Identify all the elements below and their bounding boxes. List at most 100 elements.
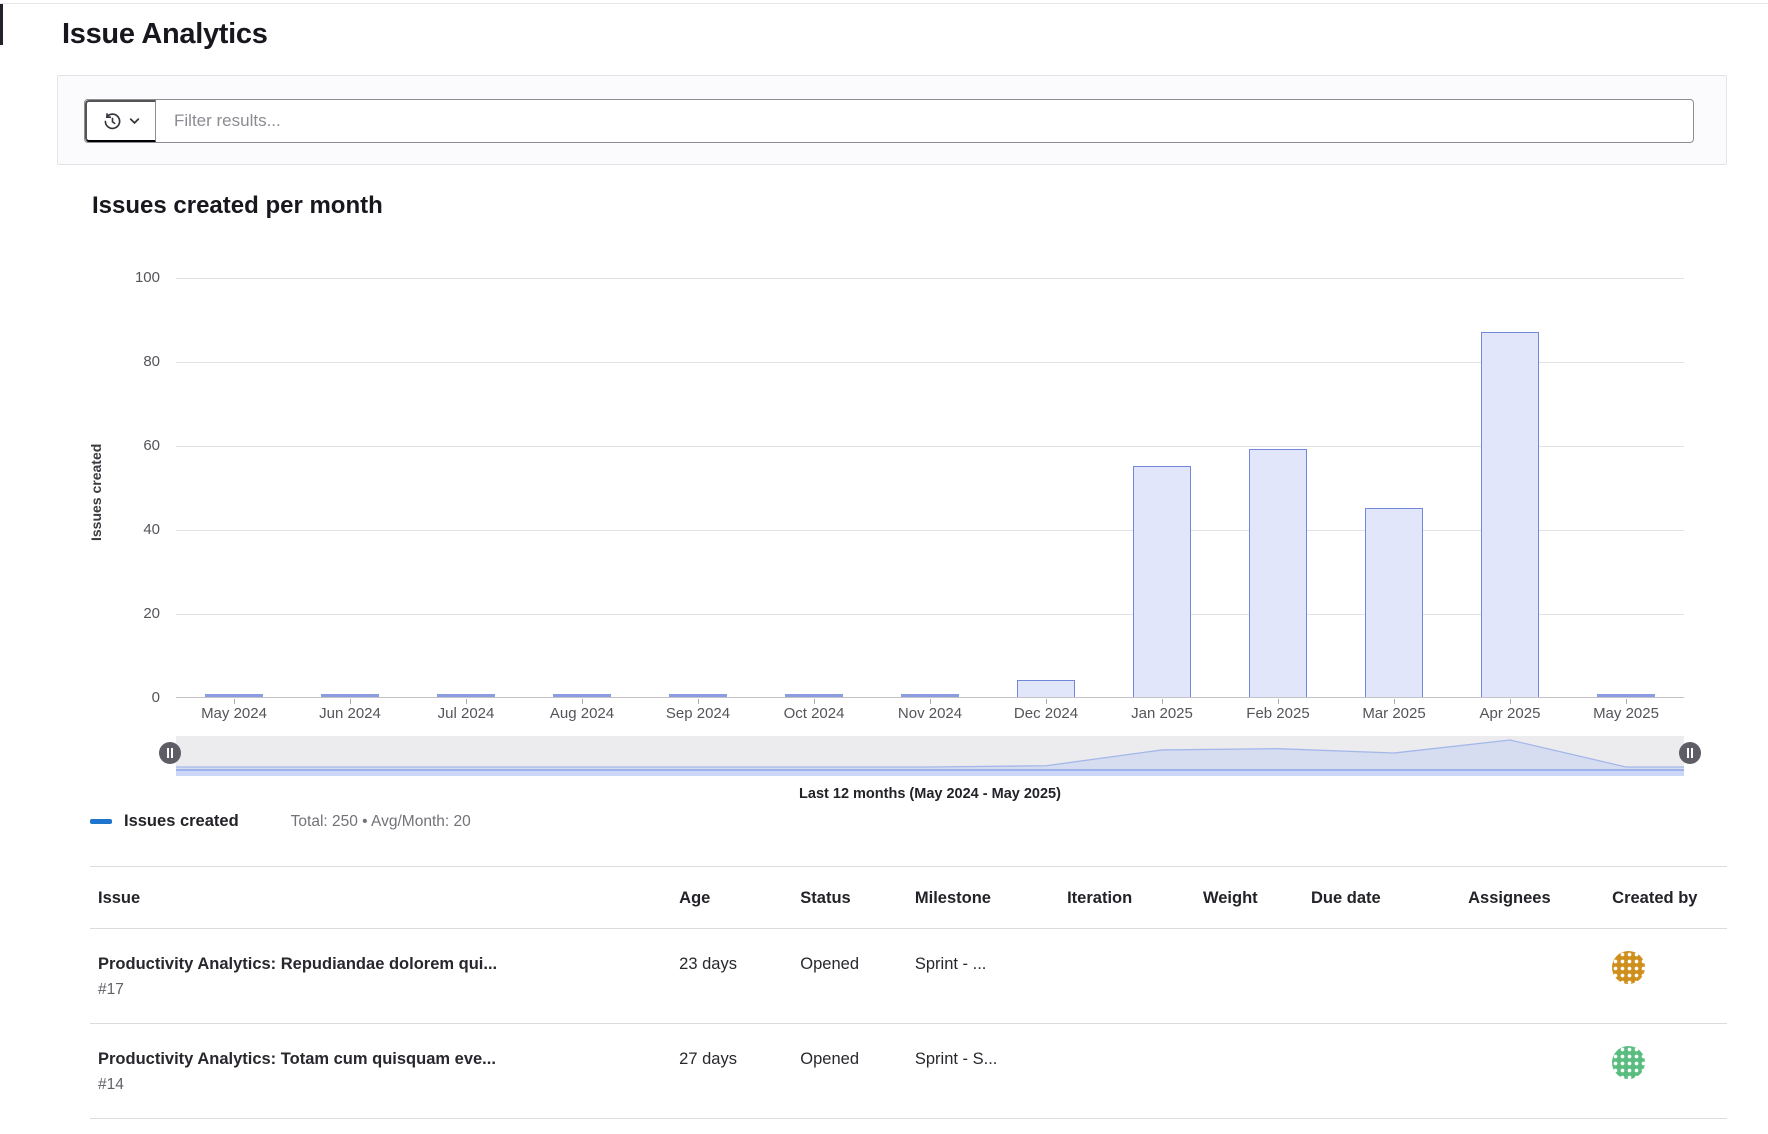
- x-tick-label: Mar 2025: [1362, 705, 1426, 722]
- y-tick-40: 40: [143, 521, 160, 538]
- cell-age: 27 days: [671, 1023, 793, 1119]
- chevron-down-icon: [129, 117, 140, 125]
- x-tick-label: May 2025: [1593, 705, 1659, 722]
- column-header-status: Status: [792, 866, 907, 929]
- table-row: Productivity Analytics: Totam cum quisqu…: [90, 1023, 1727, 1119]
- x-tick-mark: [350, 699, 351, 704]
- chart-legend[interactable]: Issues created Total: 250 • Avg/Month: 2…: [90, 812, 471, 831]
- y-tick-20: 20: [143, 605, 160, 622]
- cell-status: Opened: [792, 928, 907, 1024]
- x-tick-label: Feb 2025: [1246, 705, 1310, 722]
- issue-id: #17: [98, 981, 124, 998]
- gridline-20: [176, 614, 1684, 615]
- cell-due-date: [1302, 1023, 1461, 1119]
- x-tick-mark: [234, 699, 235, 704]
- bar-may-2025[interactable]: [1597, 694, 1655, 697]
- y-tick-80: 80: [143, 353, 160, 370]
- page-top-divider: [0, 3, 1768, 4]
- x-axis-line: [176, 697, 1684, 698]
- x-tick-mark: [814, 699, 815, 704]
- column-header-age: Age: [671, 866, 793, 929]
- identicon-green-avatar[interactable]: [1612, 1046, 1646, 1079]
- x-tick-mark: [1162, 699, 1163, 704]
- legend-summary: Total: 250 • Avg/Month: 20: [290, 812, 471, 830]
- minimap-handle-left[interactable]: [159, 742, 181, 764]
- x-tick-label: May 2024: [201, 705, 267, 722]
- x-tick-mark: [1626, 699, 1627, 704]
- bar-sep-2024[interactable]: [669, 694, 727, 697]
- bar-jun-2024[interactable]: [321, 694, 379, 697]
- cell-weight: [1194, 928, 1303, 1024]
- cell-milestone: Sprint - S...: [906, 1023, 1060, 1119]
- chart-zoom-minimap[interactable]: [176, 736, 1684, 769]
- bar-jan-2025[interactable]: [1133, 466, 1191, 697]
- bar-nov-2024[interactable]: [901, 694, 959, 697]
- x-tick-mark: [698, 699, 699, 704]
- history-icon: [103, 112, 122, 131]
- cell-due-date: [1302, 928, 1461, 1024]
- bar-aug-2024[interactable]: [553, 694, 611, 697]
- x-axis-labels: May 2024 Jun 2024 Jul 2024 Aug 2024 Sep 2024…: [176, 705, 1684, 729]
- filter-panel: [57, 75, 1727, 165]
- legend-series-dash: [90, 819, 112, 824]
- gridline-100: [176, 278, 1684, 279]
- filter-history-button[interactable]: [85, 100, 156, 142]
- bar-feb-2025[interactable]: [1249, 449, 1307, 697]
- x-tick-mark: [1394, 699, 1395, 704]
- y-tick-60: 60: [143, 437, 160, 454]
- x-tick-label: Jan 2025: [1131, 705, 1193, 722]
- chart-range-note: Last 12 months (May 2024 - May 2025): [799, 786, 1061, 802]
- issues-table: Issue Age Status Milestone Iteration Weight Du…: [90, 866, 1727, 1119]
- column-header-due-date: Due date: [1302, 866, 1461, 929]
- gridline-80: [176, 362, 1684, 363]
- cell-assignees: [1460, 1023, 1605, 1119]
- x-tick-mark: [1046, 699, 1047, 704]
- x-tick-label: Jul 2024: [437, 705, 495, 722]
- cell-age: 23 days: [671, 928, 793, 1024]
- gridline-60: [176, 446, 1684, 447]
- cell-iteration: [1059, 928, 1195, 1024]
- bar-jul-2024[interactable]: [437, 694, 495, 697]
- cell-weight: [1194, 1023, 1303, 1119]
- cell-milestone: Sprint - ...: [906, 928, 1060, 1024]
- bar-may-2024[interactable]: [205, 694, 263, 697]
- gridline-40: [176, 530, 1684, 531]
- x-tick-label: Aug 2024: [549, 705, 615, 722]
- bar-mar-2025[interactable]: [1365, 508, 1423, 697]
- page-title: Issue Analytics: [62, 18, 268, 50]
- column-header-created-by: Created by: [1604, 866, 1727, 929]
- issue-title-link[interactable]: Productivity Analytics: Repudiandae dolo…: [98, 955, 498, 973]
- filter-results-input[interactable]: [156, 100, 1693, 142]
- x-tick-label: Oct 2024: [783, 705, 845, 722]
- x-tick-label: Dec 2024: [1013, 705, 1079, 722]
- column-header-iteration: Iteration: [1059, 866, 1195, 929]
- table-header-row: Issue Age Status Milestone Iteration Weight Du…: [90, 866, 1727, 929]
- cell-created-by: [1604, 1023, 1727, 1119]
- bar-apr-2025[interactable]: [1481, 331, 1539, 697]
- x-tick-label: Nov 2024: [897, 705, 963, 722]
- issues-table-section: Issue Age Status Milestone Iteration Weight Du…: [90, 866, 1727, 1119]
- issue-title-link[interactable]: Productivity Analytics: Totam cum quisqu…: [98, 1050, 496, 1068]
- column-header-issue: Issue: [90, 866, 672, 929]
- cell-assignees: [1460, 928, 1605, 1024]
- cell-status: Opened: [792, 1023, 907, 1119]
- x-tick-label: Sep 2024: [665, 705, 731, 722]
- bar-dec-2024[interactable]: [1017, 680, 1075, 697]
- y-tick-0: 0: [151, 689, 160, 706]
- minimap-area-chart: [176, 739, 1684, 769]
- bar-chart-plot-area: [176, 278, 1684, 698]
- minimap-selected-range: [176, 769, 1684, 776]
- x-tick-label: Jun 2024: [319, 705, 381, 722]
- y-axis-ticks: 100 80 60 40 20 0: [88, 269, 160, 706]
- x-tick-mark: [930, 699, 931, 704]
- filtered-search-bar: [84, 99, 1694, 143]
- column-header-assignees: Assignees: [1460, 866, 1605, 929]
- bar-oct-2024[interactable]: [785, 694, 843, 697]
- identicon-orange-avatar[interactable]: [1612, 951, 1646, 984]
- cell-created-by: [1604, 928, 1727, 1024]
- x-tick-mark: [1278, 699, 1279, 704]
- issue-id: #14: [98, 1076, 124, 1093]
- cell-iteration: [1059, 1023, 1195, 1119]
- minimap-handle-right[interactable]: [1679, 742, 1701, 764]
